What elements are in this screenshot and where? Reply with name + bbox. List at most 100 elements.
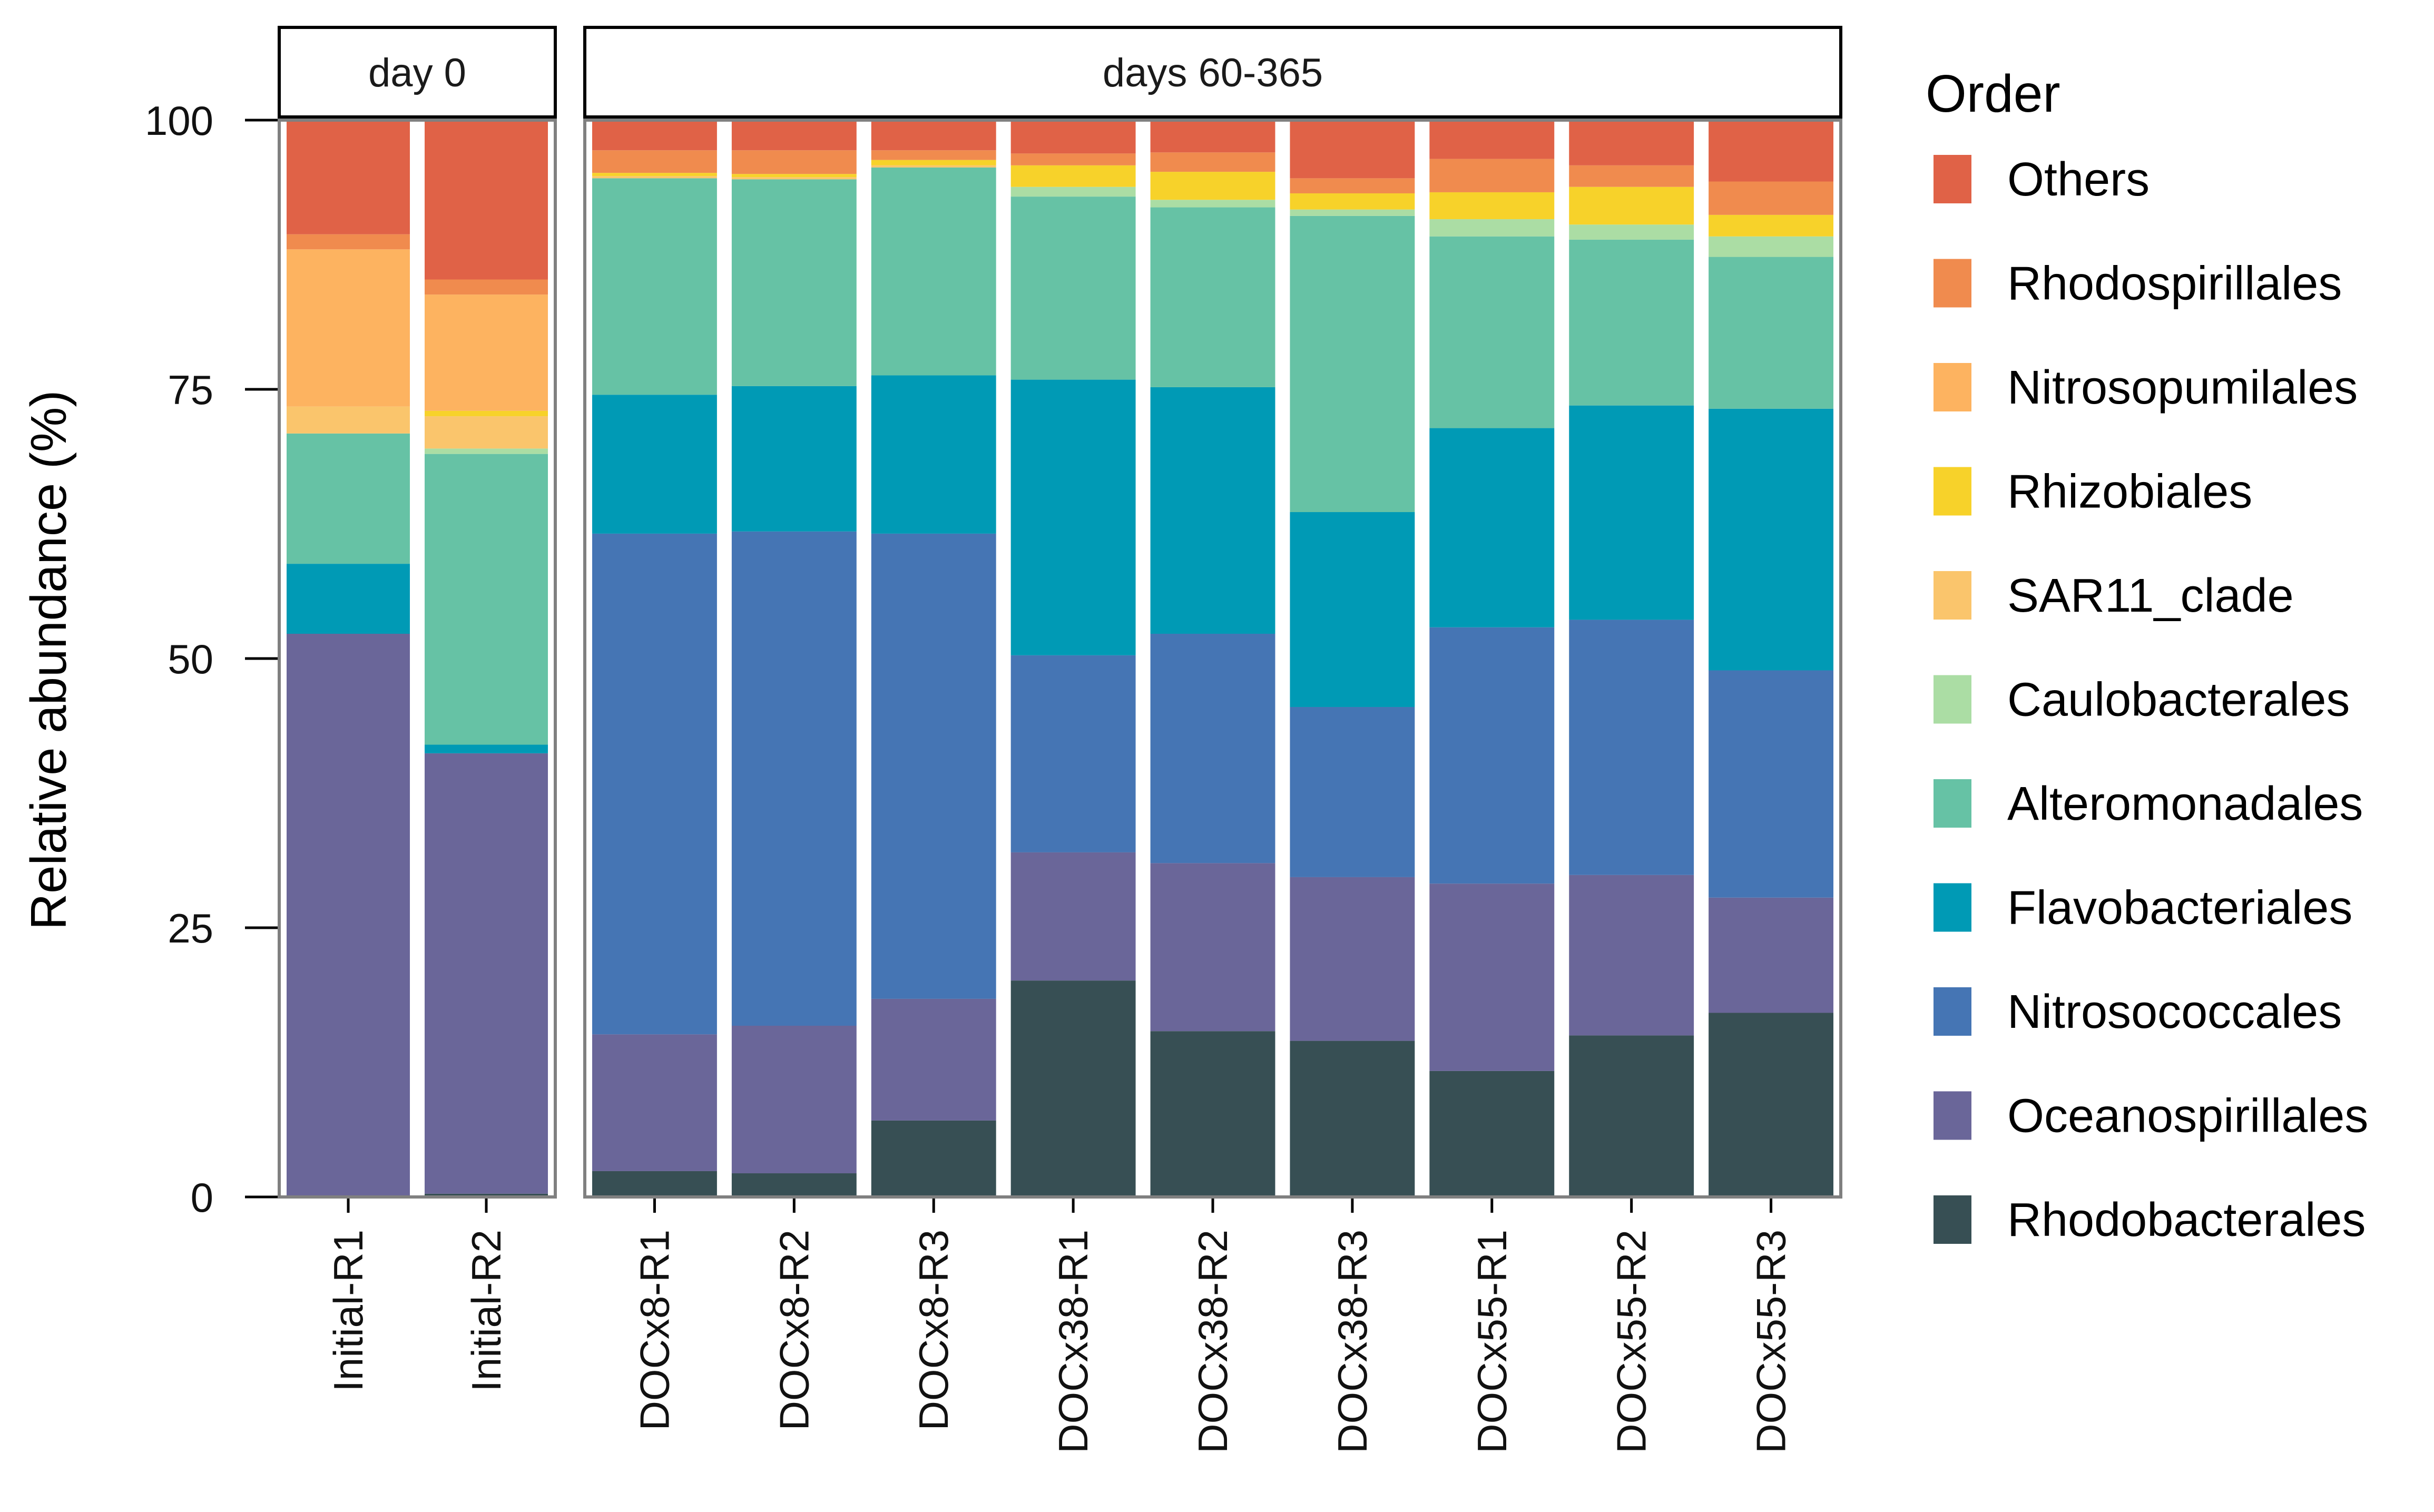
bar-segment-rhizobiales [425,410,548,417]
bar-segment-nitrosococcales [1569,620,1694,875]
bar-segment-caulobacterales [1429,219,1555,237]
x-tick-label: DOCx38-R2 [1190,1230,1236,1454]
bar-stack [871,120,996,1197]
legend-label: Oceanospirillales [2007,1090,2368,1143]
bar-segment-oceanospirillales [871,998,996,1121]
legend-label: Alteromonadales [2007,778,2363,830]
legend-title: Order [1926,64,2060,123]
facet-panel: day 0 [278,26,557,1199]
y-axis: 0 25 50 75 100 [145,97,278,1221]
bar-segment-nitrosococcales [1709,670,1833,898]
legend-swatch [1934,883,1971,932]
legend-swatch [1934,1091,1971,1140]
bar-segment-caulobacterales [1290,209,1415,216]
bar-stack [1709,120,1833,1197]
bar-segment-flavobacteriales [1429,428,1555,627]
x-tick-label: Initial-R1 [325,1230,371,1392]
bar-segment-alteromonadales [592,178,717,395]
bar-segment-nitrosococcales [731,531,857,1026]
bar-segment-flavobacteriales [1709,408,1833,671]
bar-segment-rhodobacterales [425,1193,548,1197]
bar-segment-rhodobacterales [1429,1071,1555,1197]
bar-segment-others [592,120,717,151]
x-tick-label: DOCx55-R2 [1608,1230,1655,1454]
y-axis-title: Relative abundance (%) [21,390,77,930]
bar-segment-others [1290,120,1415,179]
bar-segment-oceanospirillales [592,1034,717,1171]
bar-segment-flavobacteriales [871,375,996,534]
bar-segment-nitrosococcales [1010,655,1136,852]
bar-segment-rhodospirillales [1290,178,1415,193]
bar-segment-rhizobiales [871,160,996,165]
legend-label: Nitrosopumilales [2007,361,2358,414]
bar-segment-alteromonadales [425,454,548,745]
bar-segment-oceanospirillales [1010,852,1136,981]
bar-segment-rhizobiales [1429,192,1555,220]
facet-strip [278,26,557,119]
bar-segment-alteromonadales [1010,197,1136,380]
x-tick-label: DOCx38-R3 [1329,1230,1376,1454]
legend-item: Others [1934,153,2150,206]
bar-segment-alteromonadales [287,433,410,564]
bar-segment-others [287,120,410,234]
panel-border [278,119,557,1199]
bar-segment-caulobacterales [1709,236,1833,257]
bar-stack [731,120,857,1197]
legend-swatch [1934,571,1971,620]
bar-segment-alteromonadales [731,179,857,386]
bar-segment-oceanospirillales [1569,875,1694,1036]
bar-segment-caulobacterales [1150,200,1275,208]
legend-item: Rhizobiales [1934,466,2252,518]
bar-segment-nitrosococcales [1290,706,1415,877]
legend-item: Nitrosopumilales [1934,361,2358,414]
facet-strip-label: days 60-365 [1103,51,1323,95]
legend-item: Rhodobacterales [1934,1194,2366,1246]
bar-segment-rhodospirillales [592,150,717,173]
bar-segment-caulobacterales [425,448,548,454]
bar-segment-caulobacterales [1569,224,1694,240]
bar-segment-rhodobacterales [1290,1040,1415,1197]
bar-segment-alteromonadales [1150,207,1275,387]
bar-segment-others [1569,120,1694,165]
bar-stack [1010,120,1136,1197]
bar-segment-alteromonadales [1429,236,1555,428]
bar-segment-nitrosococcales [1429,627,1555,884]
bar-segment-sar11-clade [425,416,548,449]
bar-segment-rhodospirillales [1709,181,1833,215]
bar-segment-nitrosopumilales [287,249,410,407]
bar-segment-alteromonadales [871,167,996,376]
legend-label: Rhodobacterales [2007,1194,2366,1246]
legend-label: Caulobacterales [2007,674,2350,726]
y-tick-label: 100 [145,97,213,144]
bar-segment-oceanospirillales [425,753,548,1194]
x-tick-label: DOCx55-R1 [1469,1230,1515,1454]
bar-segment-flavobacteriales [1290,512,1415,707]
bar-segment-rhodospirillales [1429,159,1555,192]
bar-segment-rhodospirillales [287,234,410,250]
x-axis: Initial-R1 Initial-R2 DOCx8-R1 DOCx8-R2 DOCx… [325,1199,1794,1454]
x-tick-label: DOCx55-R3 [1748,1230,1794,1454]
bar-stack [425,120,548,1197]
bar-segment-oceanospirillales [1290,877,1415,1041]
bar-stack [287,120,410,1197]
bar-segment-oceanospirillales [1429,883,1555,1071]
legend: Order Others Rhodospirillales Nitrosopumila… [1926,64,2368,1246]
bar-segment-rhodobacterales [731,1173,857,1197]
bar-segment-flavobacteriales [1150,387,1275,634]
bar-segment-rhizobiales [731,174,857,178]
bar-segment-nitrosococcales [871,533,996,999]
legend-item: Flavobacteriales [1934,882,2352,935]
legend-item: SAR11_clade [1934,570,2294,622]
bar-segment-caulobacterales [1010,186,1136,197]
bar-segment-rhizobiales [592,173,717,176]
legend-label: SAR11_clade [2007,570,2294,622]
bar-segment-rhodospirillales [871,150,996,160]
bar-segment-rhizobiales [1290,193,1415,210]
y-tick-label: 75 [168,367,213,413]
bar-segment-flavobacteriales [1569,405,1694,620]
y-tick-label: 0 [191,1174,213,1221]
x-tick-label: DOCx8-R3 [910,1230,957,1430]
bar-segment-rhodobacterales [871,1120,996,1197]
facet-strip-label: day 0 [368,51,466,95]
bar-stack [1569,120,1694,1197]
